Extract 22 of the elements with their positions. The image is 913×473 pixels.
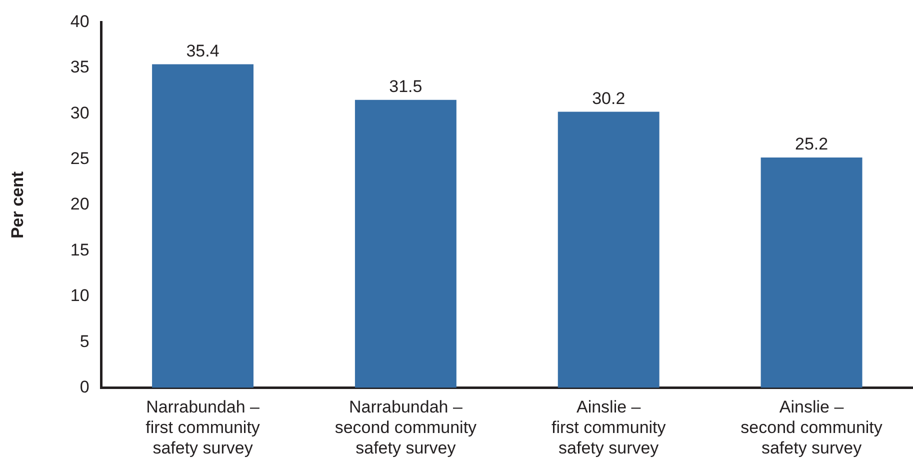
x-tick-label: Narrabundah – first community safety survey	[146, 398, 260, 458]
y-axis-title: Per cent	[8, 171, 27, 239]
y-tick-label: 5	[80, 332, 90, 351]
y-tick-label: 10	[70, 286, 90, 306]
bar	[558, 112, 660, 388]
y-tick-label: 0	[80, 377, 90, 396]
bar	[354, 100, 456, 388]
bar	[760, 157, 862, 388]
bar	[152, 64, 254, 388]
data-label: 35.4	[186, 41, 220, 60]
y-tick-label: 15	[70, 240, 90, 260]
y-tick-label: 25	[70, 148, 90, 168]
y-tick-label: 20	[70, 194, 90, 214]
x-tick-label: Ainslie – second community safety survey	[740, 398, 883, 458]
y-tick-label: 30	[70, 103, 90, 122]
data-label: 25.2	[794, 134, 828, 154]
data-label: 30.2	[592, 88, 626, 108]
x-tick-label: Ainslie – first community safety survey	[551, 398, 666, 458]
data-label: 31.5	[389, 77, 422, 96]
y-tick-label: 40	[70, 12, 90, 31]
y-tick-label: 35	[70, 58, 90, 77]
x-tick-label: Narrabundah – second community safety survey	[334, 398, 478, 458]
